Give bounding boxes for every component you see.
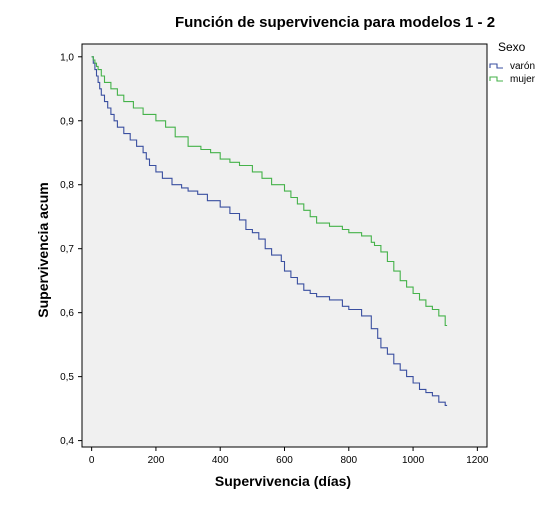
x-tick-label: 1200 bbox=[466, 455, 489, 466]
y-tick-label: 0,6 bbox=[60, 308, 74, 319]
y-axis: 0,4 0,5 0,6 0,7 0,8 0,9 1,0 bbox=[60, 52, 82, 447]
series-line-mujer bbox=[91, 56, 448, 327]
y-axis-label: Supervivencia acum bbox=[35, 182, 51, 317]
series-lines bbox=[91, 56, 448, 406]
plot-area bbox=[81, 43, 488, 448]
y-tick-label: 0,4 bbox=[60, 436, 74, 447]
y-tick-label: 0,8 bbox=[60, 180, 74, 191]
x-axis-label: Supervivencia (días) bbox=[215, 473, 351, 489]
x-tick-label: 600 bbox=[276, 455, 293, 466]
y-tick-label: 0,5 bbox=[60, 372, 74, 383]
y-tick-label: 0,7 bbox=[60, 244, 74, 255]
x-tick-label: 800 bbox=[340, 455, 357, 466]
x-axis: 0 200 400 600 800 1000 1200 bbox=[89, 447, 489, 466]
legend-swatch-varón bbox=[489, 63, 503, 69]
series-line-varón bbox=[91, 56, 448, 406]
legend-items: varón mujer bbox=[489, 61, 536, 85]
legend-label-mujer: mujer bbox=[510, 74, 536, 85]
legend-label-varón: varón bbox=[510, 61, 535, 72]
x-tick-label: 0 bbox=[89, 455, 95, 466]
x-tick-label: 400 bbox=[212, 455, 229, 466]
y-tick-label: 1,0 bbox=[60, 52, 74, 63]
chart-title: Función de supervivencia para modelos 1 … bbox=[175, 14, 495, 31]
legend-title: Sexo bbox=[498, 40, 526, 54]
x-tick-label: 1000 bbox=[402, 455, 425, 466]
legend: Sexo varón mujer bbox=[489, 40, 536, 85]
legend-swatch-mujer bbox=[489, 76, 503, 82]
x-tick-label: 200 bbox=[148, 455, 165, 466]
y-tick-label: 0,9 bbox=[60, 116, 74, 127]
